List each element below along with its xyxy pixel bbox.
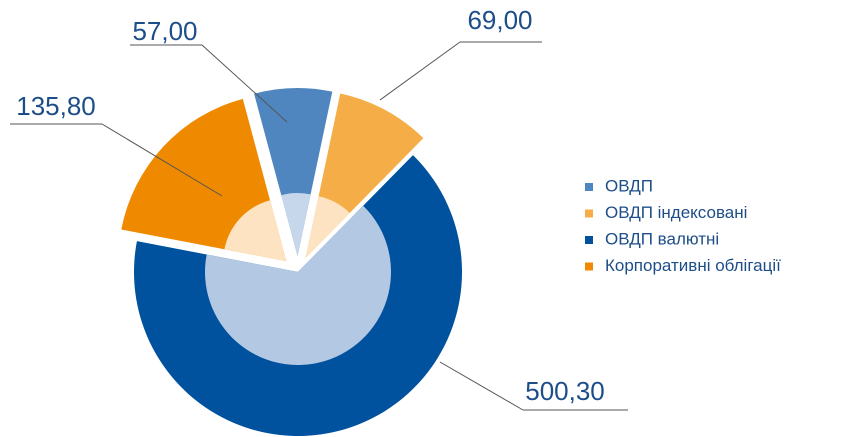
slice-inner <box>224 200 287 262</box>
data-label: 500,30 <box>525 376 605 406</box>
legend-label: ОВДП індексовані <box>605 203 747 222</box>
leader-line <box>101 123 223 197</box>
legend-swatch <box>585 236 593 244</box>
data-label: 135,80 <box>16 91 96 121</box>
legend-swatch <box>585 183 593 191</box>
leader-line <box>201 44 288 123</box>
legend-label: Корпоративні облігації <box>605 256 781 275</box>
legend-label: ОВДП <box>605 176 653 195</box>
slice <box>134 155 462 436</box>
slice <box>121 98 287 262</box>
data-label: 57,00 <box>132 16 197 46</box>
legend-swatch <box>585 209 593 218</box>
slice <box>254 88 333 257</box>
slice <box>305 93 424 258</box>
slice-inner <box>305 196 350 258</box>
slice-inner <box>205 205 391 365</box>
legend-swatch <box>585 262 593 271</box>
slice-outer <box>254 88 333 257</box>
leader-line <box>439 361 524 411</box>
data-label: 69,00 <box>467 5 532 35</box>
legend-label: ОВДП валютні <box>605 229 719 248</box>
slice-inner <box>281 193 311 257</box>
leader-line <box>379 41 461 101</box>
